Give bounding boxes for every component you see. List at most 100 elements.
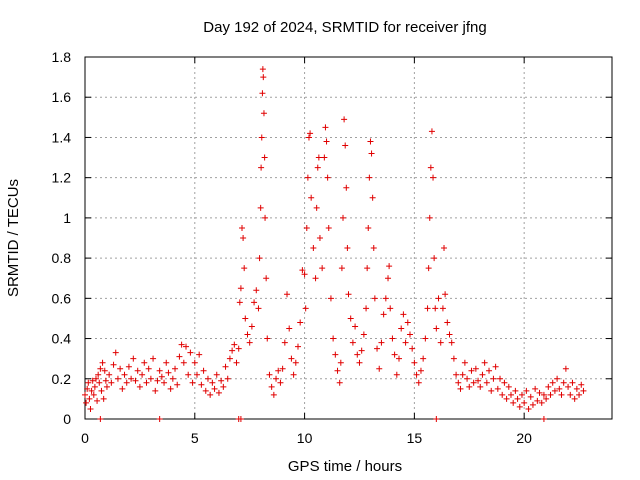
data-point — [145, 365, 152, 372]
y-tick-label: 0.2 — [52, 371, 72, 387]
data-point — [103, 383, 110, 390]
data-point — [83, 399, 90, 406]
data-point — [284, 291, 291, 298]
data-point — [156, 416, 163, 422]
y-tick-label: 1 — [63, 210, 71, 226]
data-point — [167, 385, 174, 392]
x-tick-label: 5 — [191, 430, 199, 446]
data-point — [492, 363, 499, 370]
data-point — [323, 138, 330, 145]
data-point — [534, 397, 541, 404]
data-point — [117, 365, 124, 372]
data-point — [322, 124, 329, 131]
data-point — [393, 371, 400, 378]
data-point — [260, 110, 267, 117]
data-point — [191, 359, 198, 366]
data-point — [540, 416, 547, 422]
data-point — [426, 214, 433, 221]
data-point — [439, 305, 446, 312]
data-point — [130, 355, 137, 362]
data-point — [310, 245, 317, 252]
data-point — [273, 375, 280, 382]
axis-ticks: 0 0.2 0.4 0.6 0.8 1 1.2 1.4 1.6 1.8 0 5 10 15 20 — [52, 49, 612, 446]
data-point — [398, 325, 405, 332]
data-point — [125, 363, 132, 370]
data-point — [567, 391, 574, 398]
data-point — [453, 371, 460, 378]
data-point — [215, 389, 222, 396]
data-point — [365, 224, 372, 231]
data-point — [128, 375, 135, 382]
data-point — [319, 265, 326, 272]
data-point — [218, 377, 225, 384]
data-point — [461, 359, 468, 366]
chart-title: Day 192 of 2024, SRMTID for receiver jfn… — [203, 19, 486, 36]
data-point — [99, 359, 106, 366]
data-point — [277, 379, 284, 386]
data-point — [337, 359, 344, 366]
data-point — [417, 367, 424, 374]
data-point — [222, 363, 229, 370]
data-point — [316, 235, 323, 241]
data-point — [448, 339, 455, 346]
data-point — [540, 391, 547, 398]
data-point — [94, 397, 101, 404]
data-point — [178, 341, 185, 348]
data-point — [580, 387, 587, 394]
data-point — [204, 375, 211, 382]
data-point — [352, 323, 359, 330]
data-point — [231, 341, 238, 348]
data-point — [327, 295, 334, 302]
data-point — [258, 164, 265, 171]
data-point — [251, 299, 258, 306]
data-point — [431, 255, 438, 262]
data-point — [313, 204, 320, 211]
data-point — [334, 367, 341, 374]
data-point — [253, 287, 260, 294]
data-point — [371, 295, 378, 302]
data-point — [573, 385, 580, 392]
data-point — [242, 315, 249, 322]
data-point — [488, 387, 495, 394]
data-point — [96, 379, 103, 386]
data-point — [457, 385, 464, 392]
data-point — [514, 395, 521, 402]
data-point — [139, 371, 146, 378]
data-point — [527, 393, 534, 400]
data-point — [380, 311, 387, 318]
data-point — [281, 339, 288, 346]
data-point — [370, 245, 377, 252]
data-point — [324, 174, 331, 181]
data-point — [258, 134, 265, 141]
data-point — [207, 391, 214, 398]
data-point — [193, 371, 200, 378]
data-point — [84, 385, 91, 392]
data-point — [396, 355, 403, 362]
data-point — [233, 359, 240, 366]
data-point — [114, 375, 121, 382]
data-point — [432, 305, 439, 312]
data-point — [391, 351, 398, 358]
data-point — [176, 353, 183, 360]
data-point — [435, 295, 442, 302]
data-point — [415, 379, 422, 386]
data-point — [475, 377, 482, 384]
data-point — [368, 150, 375, 157]
data-point — [180, 359, 187, 366]
x-tick-label: 20 — [516, 430, 532, 446]
data-point — [376, 365, 383, 372]
data-point — [302, 305, 309, 312]
data-point — [510, 399, 517, 406]
data-point — [424, 305, 431, 312]
data-point — [312, 275, 319, 282]
data-point — [444, 319, 451, 326]
data-point — [518, 391, 525, 398]
data-point — [545, 383, 552, 390]
data-point — [286, 325, 293, 332]
data-point — [576, 391, 583, 398]
data-point — [294, 343, 301, 350]
data-point — [497, 375, 504, 382]
y-tick-label: 0.4 — [52, 331, 72, 347]
data-point — [536, 389, 543, 396]
data-point — [347, 315, 354, 322]
